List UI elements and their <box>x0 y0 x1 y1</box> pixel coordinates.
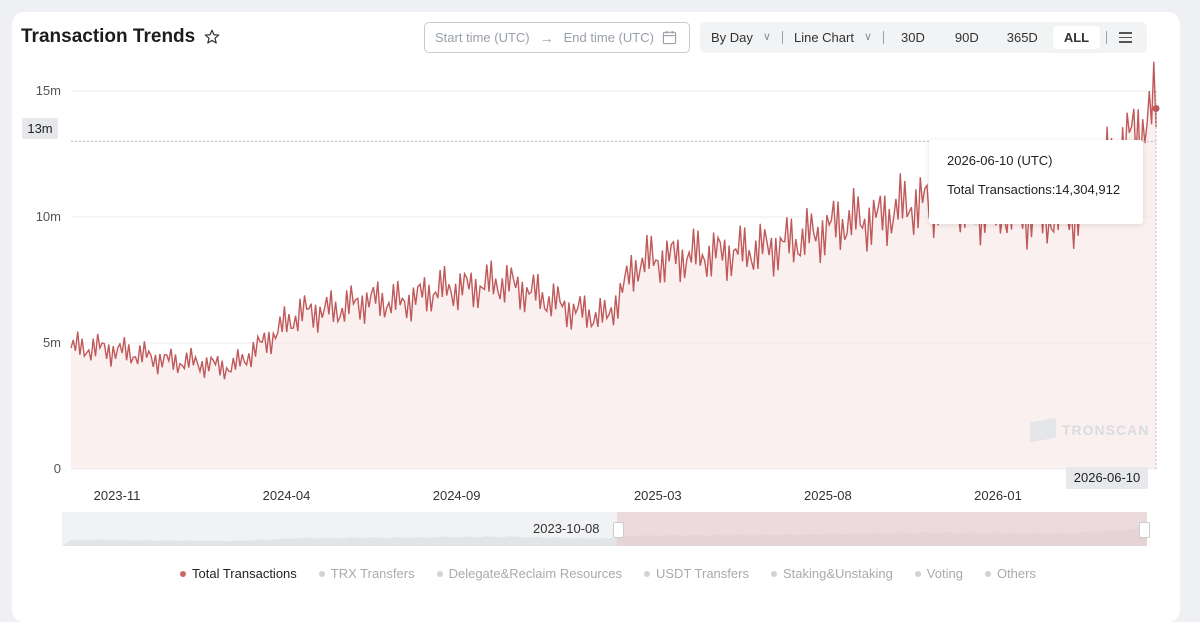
watermark: TRONSCAN <box>1030 417 1150 443</box>
tronscan-logo-icon <box>1030 417 1056 443</box>
legend-item[interactable]: Voting <box>914 566 963 581</box>
chart-type-select[interactable]: Line Chart ∨ <box>783 26 883 49</box>
x-tick-label: 2024-09 <box>433 488 481 503</box>
slider-handle-left[interactable] <box>613 522 624 538</box>
menu-icon[interactable] <box>1111 26 1140 49</box>
crosshair-x-label: 2026-06-10 <box>1066 467 1148 489</box>
arrow-right-icon: → <box>539 29 554 46</box>
legend-dot-icon <box>644 570 650 577</box>
x-tick-label: 2025-08 <box>804 488 852 503</box>
x-tick-label: 2025-03 <box>634 488 682 503</box>
tooltip-value: 14,304,912 <box>1055 182 1121 197</box>
toolbar-divider <box>883 31 885 44</box>
y-tick-label: 15m <box>36 83 61 98</box>
range-90d-button[interactable]: 90D <box>954 30 979 45</box>
calendar-icon[interactable] <box>662 30 677 45</box>
legend-item[interactable]: Others <box>984 566 1036 581</box>
legend-label: Others <box>996 566 1036 581</box>
star-icon[interactable] <box>203 28 221 46</box>
chevron-down-icon: ∨ <box>863 31 873 43</box>
legend-item[interactable]: Delegate&Reclaim Resources <box>436 566 622 581</box>
x-axis: 2023-11 2024-04 2024-09 2025-03 2025-08 2026-… <box>94 488 1022 503</box>
data-zoom-slider[interactable]: 2023-10-08 <box>62 512 1156 546</box>
chart-toolbar: By Day ∨ Line Chart ∨ 30D 90D 365D ALL <box>700 22 1147 53</box>
y-axis: 0 5m 10m 15m <box>36 83 61 476</box>
range-30d-button[interactable]: 30D <box>901 30 925 45</box>
x-tick-label: 2024-04 <box>263 488 311 503</box>
x-tick-label: 2026-01 <box>974 488 1022 503</box>
slider-selection[interactable] <box>617 512 1147 546</box>
legend-label: Voting <box>926 566 963 581</box>
legend-item[interactable]: Total Transactions <box>180 566 297 581</box>
watermark-text: TRONSCAN <box>1062 422 1150 438</box>
legend-label: Total Transactions <box>192 566 297 581</box>
x-tick-label: 2023-11 <box>94 488 141 503</box>
granularity-select[interactable]: By Day ∨ <box>700 26 782 49</box>
range-all-button[interactable]: ALL <box>1052 26 1101 49</box>
toolbar-divider <box>1106 31 1108 44</box>
legend-dot-icon <box>914 570 921 577</box>
legend-item[interactable]: USDT Transfers <box>644 566 749 581</box>
legend-dot-icon <box>984 570 991 577</box>
slider-start-label: 2023-10-08 <box>533 521 600 536</box>
legend-dot-icon <box>318 570 325 577</box>
chart-type-label: Line Chart <box>793 30 854 45</box>
legend-label: USDT Transfers <box>656 566 749 581</box>
granularity-label: By Day <box>711 30 753 45</box>
legend-item[interactable]: Staking&Unstaking <box>770 566 893 581</box>
chevron-down-icon: ∨ <box>762 31 771 43</box>
y-tick-label: 10m <box>36 209 61 224</box>
y-tick-label: 5m <box>43 335 61 350</box>
legend-item[interactable]: TRX Transfers <box>318 566 415 581</box>
y-tick-label: 0 <box>54 461 61 476</box>
start-time-input[interactable]: Start time (UTC) <box>435 30 530 45</box>
tooltip-key: Total Transactions: <box>947 182 1056 197</box>
date-range-picker[interactable]: Start time (UTC) → End time (UTC) <box>424 22 690 53</box>
crosshair-y-label: 13m <box>22 118 58 139</box>
legend-dot-icon <box>436 570 443 577</box>
hover-point <box>1152 105 1160 113</box>
slider-handle-right[interactable] <box>1139 522 1150 538</box>
legend-label: TRX Transfers <box>330 566 415 581</box>
title-text: Transaction Trends <box>21 26 196 47</box>
range-365d-button[interactable]: 365D <box>1006 30 1038 45</box>
legend-dot-icon <box>770 570 777 577</box>
legend-dot-icon <box>180 570 186 577</box>
legend-label: Delegate&Reclaim Resources <box>448 566 622 581</box>
legend-label: Staking&Unstaking <box>782 566 893 581</box>
end-time-input[interactable]: End time (UTC) <box>563 30 654 45</box>
page-title: Transaction Trends <box>21 26 221 48</box>
chart-legend: Total Transactions TRX Transfers Delegate&… <box>180 566 1036 581</box>
tooltip-date: 2026-06-10 (UTC) <box>947 153 1053 168</box>
chart-tooltip: 2026-06-10 (UTC) Total Transactions: 14,… <box>929 140 1143 224</box>
toolbar-divider <box>781 31 783 44</box>
series-area-total-transactions <box>71 61 1156 469</box>
